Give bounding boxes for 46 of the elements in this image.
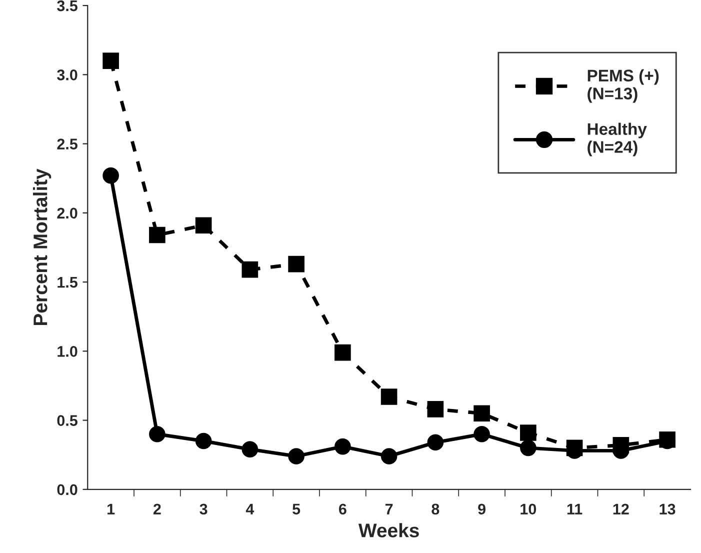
- point: [520, 424, 536, 441]
- x-tick-label: 12: [613, 504, 629, 514]
- x-tick-label: 8: [432, 504, 440, 515]
- point: [427, 401, 444, 418]
- legend-label: PEMS (+) (N=13): [588, 69, 659, 103]
- x-tick-label: 11: [567, 504, 582, 514]
- x-tick-label: 9: [478, 504, 486, 515]
- point: [520, 440, 536, 456]
- y-tick-label: 1.0: [58, 346, 78, 357]
- legend-label: Healthy (N=24): [588, 122, 647, 156]
- point: [102, 167, 119, 184]
- x-tick-label: 10: [520, 504, 536, 515]
- point: [474, 426, 490, 442]
- y-tick-label: 0.0: [57, 484, 78, 496]
- x-tick-label: 7: [385, 504, 393, 514]
- y-tick-label: 2.5: [57, 138, 78, 150]
- point: [288, 448, 304, 464]
- point: [242, 261, 258, 278]
- point: [612, 437, 630, 454]
- x-tick-label: 2: [153, 504, 161, 514]
- y-axis-title: Percent Mortality: [32, 168, 52, 326]
- x-tick-label: 6: [338, 504, 346, 515]
- point: [102, 52, 119, 69]
- y-tick-label: 3.0: [57, 70, 78, 80]
- point: [427, 434, 444, 451]
- point: [288, 256, 304, 272]
- y-tick-label: 1.5: [58, 277, 78, 288]
- point: [380, 388, 398, 405]
- point: [474, 405, 490, 422]
- x-tick-label: 3: [200, 504, 208, 515]
- x-tick-label: 13: [660, 504, 676, 515]
- y-tick-label: 3.5: [57, 0, 78, 12]
- x-tick-label: 4: [246, 504, 254, 514]
- y-tick-label: 2.0: [57, 208, 78, 219]
- y-tick-label: 0.5: [57, 415, 78, 426]
- x-tick-label: 1: [108, 504, 115, 514]
- point: [334, 438, 351, 455]
- point: [242, 441, 258, 458]
- point: [149, 426, 166, 442]
- x-tick-label: 5: [292, 504, 300, 515]
- point: [149, 226, 166, 244]
- point: [195, 217, 212, 234]
- x-axis-title: Weeks: [358, 523, 419, 538]
- point: [195, 432, 212, 450]
- point: [380, 448, 398, 464]
- point: [334, 344, 351, 361]
